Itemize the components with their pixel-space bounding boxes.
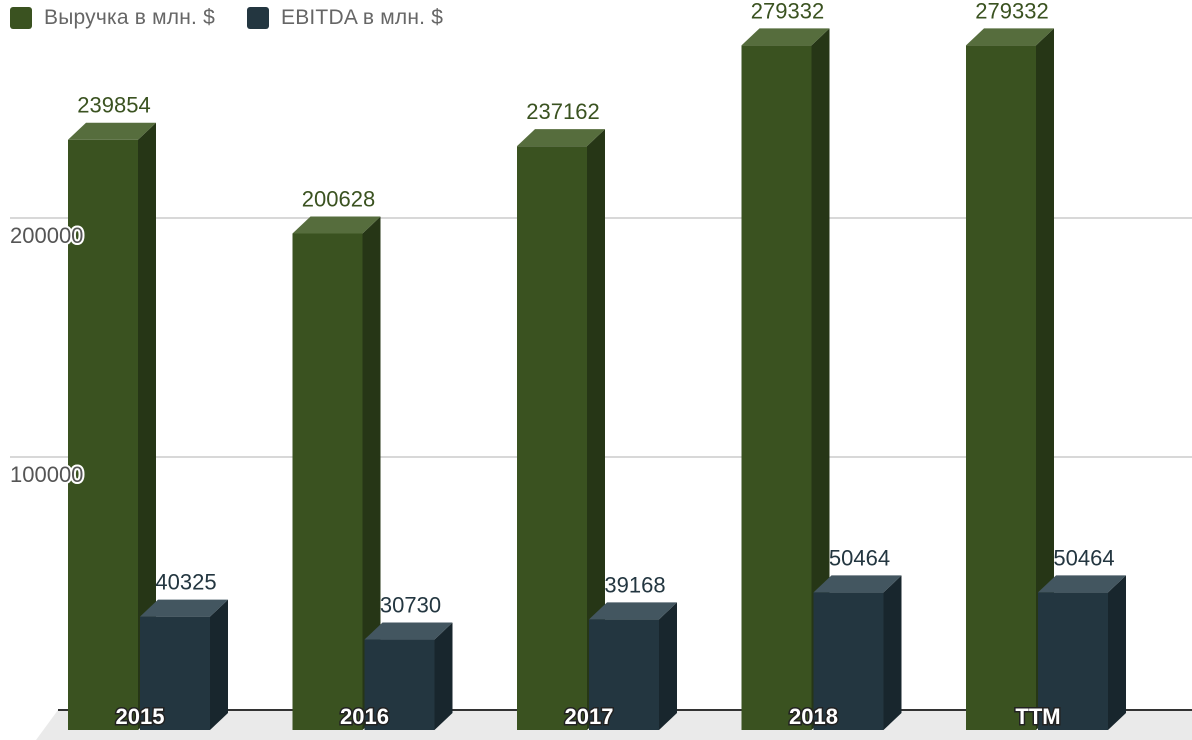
legend: Выручка в млн. $ EBITDA в млн. $ bbox=[0, 0, 465, 36]
bar-front-revenue-2017 bbox=[517, 146, 587, 731]
bar-side-ebitda-TTM bbox=[1108, 575, 1126, 730]
bar-front-revenue-2015 bbox=[68, 139, 138, 730]
x-tick-label-2015: 2015 bbox=[116, 704, 165, 729]
x-tick-label-2018: 2018 bbox=[789, 704, 838, 729]
bar-front-ebitda-2015 bbox=[140, 616, 210, 730]
value-label-ebitda-2017: 39168 bbox=[604, 572, 665, 597]
legend-item-ebitda[interactable]: EBITDA в млн. $ bbox=[246, 6, 444, 30]
x-tick-label-2017: 2017 bbox=[565, 704, 614, 729]
bar-top-ebitda-2015 bbox=[140, 599, 228, 617]
bar-side-revenue-TTM bbox=[1036, 28, 1054, 730]
value-label-revenue-2018: 279332 bbox=[751, 0, 824, 23]
value-label-revenue-2017: 237162 bbox=[526, 99, 599, 124]
bar-side-revenue-2017 bbox=[587, 129, 605, 731]
bar-front-revenue-2018 bbox=[741, 45, 812, 730]
value-label-revenue-TTM: 279332 bbox=[975, 0, 1048, 23]
bar-front-ebitda-TTM bbox=[1038, 592, 1108, 730]
bar-top-revenue-2015 bbox=[68, 122, 156, 140]
bar-top-revenue-2016 bbox=[292, 216, 381, 234]
y-tick-label-100000: 100000 bbox=[10, 462, 83, 487]
legend-swatch-revenue bbox=[10, 7, 32, 29]
bar-side-ebitda-2016 bbox=[434, 622, 453, 730]
bar-top-ebitda-2017 bbox=[589, 602, 677, 620]
bar-front-ebitda-2017 bbox=[589, 619, 659, 730]
bar-top-ebitda-TTM bbox=[1038, 575, 1126, 593]
value-label-ebitda-2016: 30730 bbox=[380, 593, 441, 618]
bar-front-revenue-TTM bbox=[966, 45, 1036, 730]
value-label-ebitda-TTM: 50464 bbox=[1053, 545, 1114, 570]
value-label-ebitda-2015: 40325 bbox=[155, 570, 216, 595]
bar-side-revenue-2016 bbox=[362, 216, 381, 730]
bar-front-ebitda-2018 bbox=[813, 592, 884, 730]
bar-top-ebitda-2016 bbox=[364, 622, 453, 640]
legend-item-revenue[interactable]: Выручка в млн. $ bbox=[10, 6, 215, 30]
legend-label-ebitda: EBITDA в млн. $ bbox=[280, 6, 444, 29]
x-tick-label-TTM: TTM bbox=[1015, 704, 1060, 729]
value-label-revenue-2016: 200628 bbox=[302, 186, 375, 211]
bar-side-revenue-2015 bbox=[138, 122, 156, 730]
bar-front-ebitda-2016 bbox=[364, 639, 435, 730]
bar-side-ebitda-2017 bbox=[659, 602, 677, 730]
legend-swatch-ebitda bbox=[246, 7, 269, 29]
bar-side-ebitda-2015 bbox=[210, 599, 228, 730]
bar-top-ebitda-2018 bbox=[813, 575, 902, 593]
bar-top-revenue-2018 bbox=[741, 28, 830, 46]
bar-side-revenue-2018 bbox=[811, 28, 830, 730]
legend-label-revenue: Выручка в млн. $ bbox=[44, 6, 215, 29]
value-label-ebitda-2018: 50464 bbox=[829, 545, 890, 570]
bar-front-revenue-2016 bbox=[292, 233, 363, 730]
bar-top-revenue-TTM bbox=[966, 28, 1054, 46]
y-tick-label-200000: 200000 bbox=[10, 223, 83, 248]
bar-side-ebitda-2018 bbox=[883, 575, 902, 730]
x-tick-label-2016: 2016 bbox=[340, 704, 389, 729]
bar-top-revenue-2017 bbox=[517, 129, 605, 147]
value-label-revenue-2015: 239854 bbox=[77, 93, 150, 118]
